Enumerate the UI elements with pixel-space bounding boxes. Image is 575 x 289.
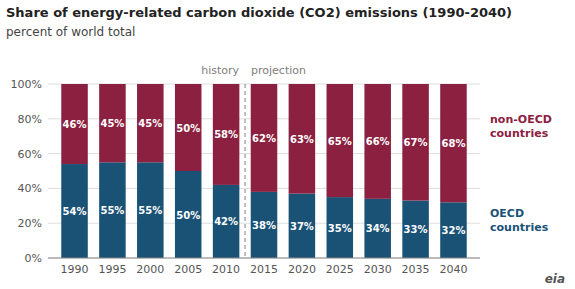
data-label: 50% — [176, 123, 200, 134]
data-label: 54% — [63, 206, 87, 217]
y-tick-label: 60% — [18, 148, 42, 161]
logo-text: eia — [545, 272, 565, 286]
bar-segment — [61, 84, 88, 164]
legend-label-line: non-OECD — [490, 113, 552, 126]
bar-segment — [137, 84, 164, 162]
x-tick-label: 1995 — [98, 263, 126, 276]
data-label: 62% — [252, 133, 276, 144]
x-tick-label: 2025 — [326, 263, 354, 276]
data-label: 67% — [404, 137, 428, 148]
data-labels: 54% 55% 55% 50% 42% 38% 37% 35% 34% 33% 32% 46% 45% 4… — [63, 118, 466, 236]
y-tick-label: 20% — [18, 217, 42, 230]
bar-segment — [213, 185, 240, 258]
bar-segment — [251, 192, 278, 258]
bar-segment — [289, 84, 316, 194]
y-tick-label: 40% — [18, 182, 42, 195]
bar-segment — [440, 84, 467, 202]
bar-segment — [364, 199, 391, 258]
title: Share of energy-related carbon dioxide (… — [6, 5, 512, 20]
x-tick-label: 2040 — [439, 263, 467, 276]
data-label: 58% — [214, 129, 238, 140]
bar-segment — [364, 84, 391, 199]
data-label: 50% — [176, 210, 200, 221]
legend-label-line: countries — [490, 221, 549, 234]
x-tick-label: 2010 — [212, 263, 240, 276]
bar-segment — [99, 162, 126, 258]
data-label: 35% — [328, 223, 352, 234]
data-label: 45% — [100, 118, 124, 129]
data-label: 66% — [366, 136, 390, 147]
chart: Share of energy-related carbon dioxide (… — [0, 0, 575, 289]
period-label: history — [201, 64, 239, 77]
bar-segment — [137, 162, 164, 258]
bar-segment — [213, 84, 240, 185]
data-label: 63% — [290, 134, 314, 145]
bar-segment — [440, 202, 467, 258]
data-label: 34% — [366, 223, 390, 234]
x-tick-label: 2030 — [364, 263, 392, 276]
grid-line — [48, 258, 480, 259]
data-label: 42% — [214, 216, 238, 227]
bar-segment — [175, 171, 202, 258]
bars — [61, 84, 466, 258]
y-tick-label: 100% — [11, 78, 42, 91]
legend-label: non-OECDcountries — [490, 113, 552, 140]
bar-segment — [61, 164, 88, 258]
data-label: 32% — [442, 225, 466, 236]
x-tick-label: 2035 — [402, 263, 430, 276]
bar-segment — [99, 84, 126, 162]
data-label: 37% — [290, 221, 314, 232]
bar-segment — [251, 84, 278, 192]
data-label: 65% — [328, 136, 352, 147]
legend-label: OECDcountries — [490, 207, 549, 234]
x-tick-label: 1990 — [61, 263, 89, 276]
data-label: 55% — [138, 205, 162, 216]
x-tick-label: 2020 — [288, 263, 316, 276]
legend-label-line: countries — [490, 127, 549, 140]
y-tick-label: 80% — [18, 113, 42, 126]
x-axis-line — [48, 258, 480, 259]
bar-segment — [327, 84, 354, 197]
bar-segment — [402, 201, 429, 258]
subtitle: percent of world total — [6, 25, 135, 39]
period-label: projection — [251, 64, 306, 77]
bar-segment — [289, 194, 316, 258]
data-label: 46% — [63, 119, 87, 130]
data-label: 33% — [404, 224, 428, 235]
x-tick-label: 2000 — [136, 263, 164, 276]
bar-segment — [175, 84, 202, 171]
data-label: 45% — [138, 118, 162, 129]
bar-segment — [327, 197, 354, 258]
legend-label-line: OECD — [490, 207, 524, 220]
data-label: 38% — [252, 220, 276, 231]
data-label: 68% — [442, 138, 466, 149]
bar-segment — [402, 84, 429, 201]
x-tick-label: 2015 — [250, 263, 278, 276]
divider-line — [245, 84, 246, 258]
y-tick-label: 0% — [25, 252, 42, 265]
data-label: 55% — [100, 205, 124, 216]
x-tick-label: 2005 — [174, 263, 202, 276]
